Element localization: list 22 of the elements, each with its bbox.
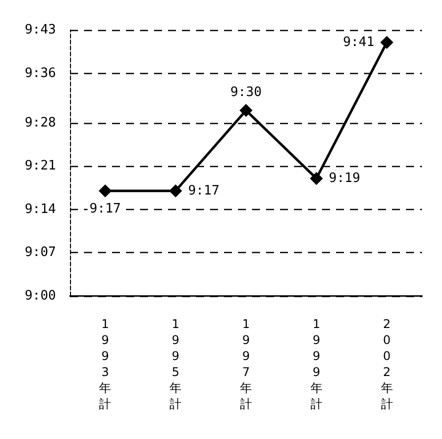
point (98, 184, 112, 198)
x-tick-label: 1993年計 (99, 317, 112, 411)
x-tick-label: 1997年計 (240, 317, 252, 411)
y-tick-label: 9:07 (24, 245, 56, 260)
y-tick-label: 9:00 (24, 288, 56, 304)
data-label: 9:41 (342, 34, 374, 50)
y-tick-label: 9:28 (24, 115, 56, 130)
x-tick-label: 1999年計 (310, 317, 322, 411)
x-tick-label: 1995年計 (170, 317, 182, 411)
data-label: 9:17 (90, 201, 121, 216)
y-tick-label: 9:36 (24, 66, 56, 81)
y-tick-label: 9:43 (24, 22, 56, 38)
y-tick-label: 9:21 (24, 158, 56, 174)
data-label: 9:19 (328, 170, 360, 186)
x-tick-label: 2002年計 (380, 317, 393, 411)
point (310, 172, 323, 185)
point (240, 104, 252, 117)
point (380, 36, 394, 49)
data-label: 9:17 (188, 183, 220, 198)
data-label: 9:30 (230, 84, 262, 100)
y-tick-label: 9:14 (24, 202, 56, 217)
point (169, 184, 182, 198)
